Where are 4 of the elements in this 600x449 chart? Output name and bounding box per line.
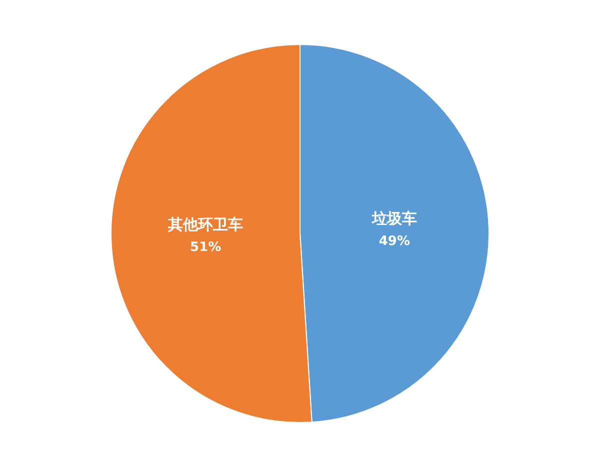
data-label: 49% xyxy=(378,234,410,249)
slice-label: 垃圾车 xyxy=(370,209,417,228)
slice-label: 其他环卫车 xyxy=(167,215,244,234)
data-label: 51% xyxy=(190,240,222,255)
